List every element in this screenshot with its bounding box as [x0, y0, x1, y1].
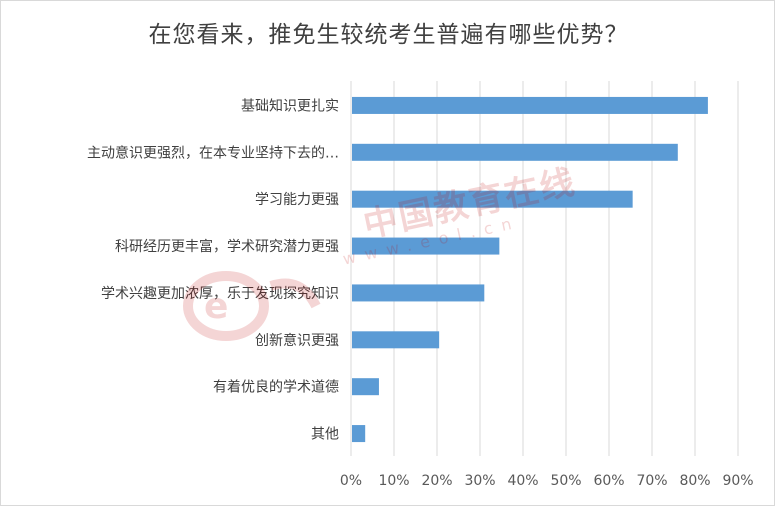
category-label: 学术兴趣更加浓厚，乐于发现探究知识 [101, 285, 339, 302]
chart-title: 在您看来，推免生较统考生普遍有哪些优势？ [148, 22, 629, 48]
bar [352, 190, 633, 208]
x-tick-label: 30% [464, 473, 495, 489]
x-tick-label: 20% [421, 473, 452, 489]
x-tick-label: 70% [636, 473, 667, 489]
x-tick-label: 80% [679, 473, 710, 489]
category-label: 其他 [311, 427, 339, 443]
x-tick-label: 10% [378, 473, 409, 489]
x-tick-label: 50% [550, 473, 581, 489]
bar [352, 143, 678, 161]
category-label: 创新意识更强 [255, 332, 339, 349]
bar [352, 425, 366, 443]
x-tick-label: 0% [340, 473, 362, 489]
x-tick-label: 90% [722, 473, 753, 489]
bar [352, 378, 379, 396]
x-tick-label: 40% [507, 473, 538, 489]
x-tick-label: 60% [593, 473, 624, 489]
category-label: 主动意识更强烈，在本专业坚持下去的… [87, 144, 339, 161]
bar [352, 331, 440, 349]
category-label: 有着优良的学术道德 [213, 380, 339, 396]
category-label: 学习能力更强 [255, 192, 339, 208]
bar [352, 96, 708, 114]
category-label: 科研经历更丰富，学术研究潜力更强 [115, 238, 339, 255]
bars [352, 96, 708, 443]
gridlines [350, 81, 739, 456]
category-label: 基础知识更扎实 [241, 97, 339, 114]
bar [352, 284, 485, 302]
bar [352, 237, 500, 255]
x-tick-labels: 0% 10% 20% 30% 40% 50% 60% 70% 80% 90% [340, 473, 754, 489]
